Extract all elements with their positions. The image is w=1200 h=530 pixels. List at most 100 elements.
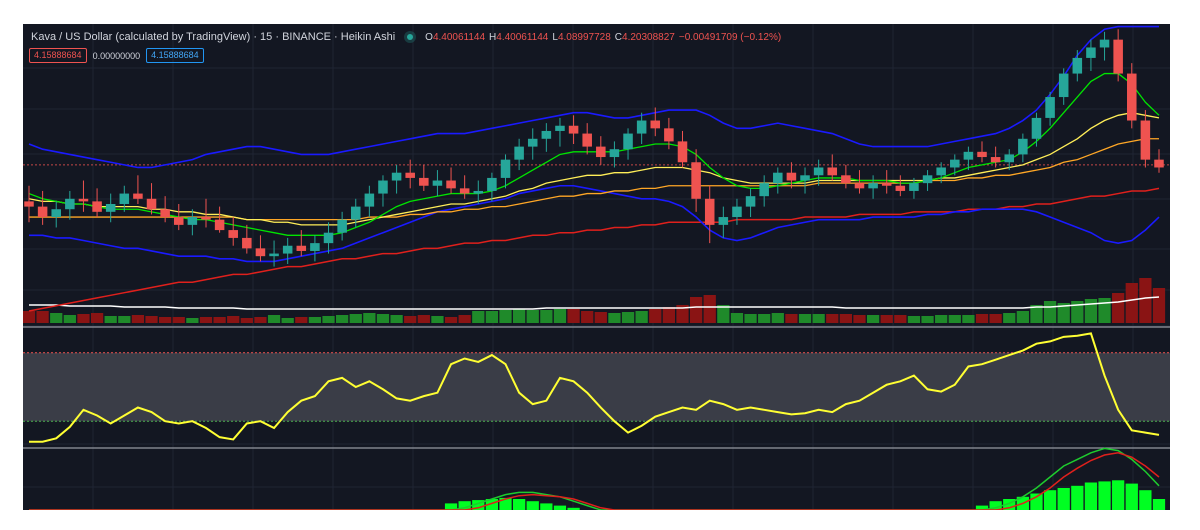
candle-body[interactable] <box>419 177 429 186</box>
volume-bar[interactable] <box>635 311 648 323</box>
volume-bar[interactable] <box>254 317 267 323</box>
candle-body[interactable] <box>677 141 688 163</box>
candle-body[interactable] <box>732 206 742 218</box>
volume-bar[interactable] <box>717 305 730 323</box>
candle-body[interactable] <box>1031 117 1042 139</box>
volume-bar[interactable] <box>621 312 635 323</box>
candle-body[interactable] <box>160 209 170 218</box>
candle-body[interactable] <box>609 149 620 158</box>
candle-body[interactable] <box>636 120 647 134</box>
macd-histogram-bar[interactable] <box>989 501 1002 510</box>
volume-bar[interactable] <box>281 318 294 323</box>
volume-bar[interactable] <box>267 315 281 323</box>
volume-bar[interactable] <box>594 312 607 323</box>
candle-body[interactable] <box>664 128 674 142</box>
volume-bar[interactable] <box>131 315 145 323</box>
volume-bar[interactable] <box>50 313 63 323</box>
macd-histogram-bar[interactable] <box>1084 482 1098 511</box>
candle-body[interactable] <box>977 151 987 158</box>
volume-bar[interactable] <box>866 315 880 323</box>
volume-bar[interactable] <box>485 311 499 323</box>
macd-histogram-bar[interactable] <box>1098 481 1111 510</box>
volume-bar[interactable] <box>703 295 716 323</box>
volume-bar[interactable] <box>608 313 621 323</box>
volume-bar[interactable] <box>499 310 512 323</box>
macd-histogram-bar[interactable] <box>458 501 471 510</box>
candle-body[interactable] <box>105 204 116 212</box>
candle-body[interactable] <box>718 217 729 225</box>
macd-histogram-bar[interactable] <box>975 505 989 510</box>
volume-bar[interactable] <box>730 313 744 323</box>
volume-bar[interactable] <box>1098 298 1111 323</box>
volume-bar[interactable] <box>390 315 403 323</box>
candle-body[interactable] <box>500 159 511 178</box>
candle-body[interactable] <box>310 243 320 251</box>
candle-body[interactable] <box>527 138 538 147</box>
volume-bar[interactable] <box>186 318 199 323</box>
volume-bar[interactable] <box>431 316 444 323</box>
volume-bar[interactable] <box>363 313 376 323</box>
candle-body[interactable] <box>555 125 565 131</box>
volume-bar[interactable] <box>36 311 49 323</box>
volume-bar[interactable] <box>118 316 131 323</box>
candle-body[interactable] <box>514 146 524 160</box>
macd-histogram-bar[interactable] <box>512 499 526 510</box>
candle-body[interactable] <box>214 219 225 231</box>
volume-bar[interactable] <box>1084 299 1098 323</box>
macd-histogram-bar[interactable] <box>1071 485 1084 510</box>
candle-body[interactable] <box>78 198 89 202</box>
volume-bar[interactable] <box>907 316 921 323</box>
candle-body[interactable] <box>568 125 579 134</box>
candle-body[interactable] <box>895 185 906 191</box>
volume-bar[interactable] <box>839 314 852 323</box>
volume-bar[interactable] <box>1112 293 1125 323</box>
volume-bar[interactable] <box>295 317 308 323</box>
macd-histogram-bar[interactable] <box>444 503 458 510</box>
volume-bar[interactable] <box>553 309 567 323</box>
volume-bar[interactable] <box>785 314 798 323</box>
volume-bar[interactable] <box>458 315 471 323</box>
candle-body[interactable] <box>582 133 592 147</box>
candle-body[interactable] <box>650 120 661 129</box>
volume-bar[interactable] <box>199 317 213 323</box>
volume-bar[interactable] <box>962 315 975 323</box>
volume-bar[interactable] <box>771 313 784 323</box>
volume-bar[interactable] <box>63 315 76 323</box>
volume-bar[interactable] <box>676 305 689 323</box>
macd-histogram-bar[interactable] <box>1003 499 1016 510</box>
candle-body[interactable] <box>146 198 157 210</box>
candle-body[interactable] <box>950 159 960 168</box>
candle-body[interactable] <box>296 245 307 251</box>
volume-bar[interactable] <box>826 314 839 323</box>
volume-bar[interactable] <box>1030 305 1043 323</box>
candle-body[interactable] <box>1113 39 1123 74</box>
candle-body[interactable] <box>773 172 783 184</box>
macd-histogram-bar[interactable] <box>499 497 512 510</box>
candle-body[interactable] <box>868 183 878 189</box>
candle-body[interactable] <box>745 196 756 207</box>
candle-body[interactable] <box>841 175 851 184</box>
macd-histogram-bar[interactable] <box>1112 480 1125 510</box>
candle-body[interactable] <box>432 180 443 186</box>
candle-body[interactable] <box>405 172 415 178</box>
candle-body[interactable] <box>854 183 865 189</box>
macd-histogram-bar[interactable] <box>1125 483 1138 510</box>
symbol-title[interactable]: Kava / US Dollar (calculated by TradingV… <box>31 31 396 43</box>
candle-body[interactable] <box>173 217 184 225</box>
volume-bar[interactable] <box>812 314 825 323</box>
volume-bar[interactable] <box>240 318 253 323</box>
candle-body[interactable] <box>1099 39 1110 48</box>
volume-bar[interactable] <box>172 317 185 323</box>
volume-bar[interactable] <box>472 311 485 323</box>
candle-body[interactable] <box>1004 154 1015 163</box>
volume-bar[interactable] <box>921 316 934 323</box>
chart-frame[interactable]: Kava / US Dollar (calculated by TradingV… <box>23 24 1170 510</box>
volume-bar[interactable] <box>1071 301 1084 323</box>
candle-body[interactable] <box>228 230 238 238</box>
volume-bar[interactable] <box>90 313 104 323</box>
volume-bar[interactable] <box>77 314 90 323</box>
candle-body[interactable] <box>119 193 130 204</box>
candle-body[interactable] <box>24 201 34 207</box>
macd-histogram-bar[interactable] <box>540 503 553 510</box>
candle-body[interactable] <box>255 248 266 257</box>
